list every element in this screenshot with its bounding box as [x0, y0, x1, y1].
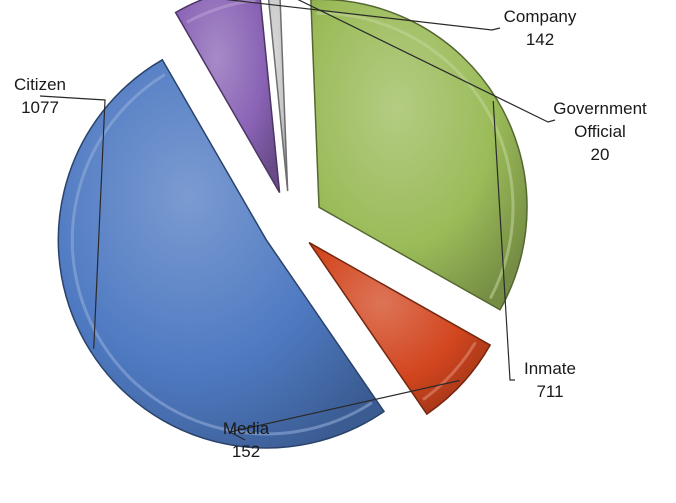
slice-label-government-official: Government Official 20 — [553, 99, 647, 164]
leader-line-citizen — [39, 95, 106, 349]
slice-value-media: 152 — [232, 442, 260, 461]
slice-value-inmate: 711 — [536, 382, 563, 401]
slice-category-citizen: Citizen — [14, 75, 66, 94]
pie-slice-company — [174, 0, 281, 194]
leader-line-media — [228, 379, 460, 441]
slice-label-company: Company 142 — [504, 7, 577, 49]
slice-label-inmate: Inmate 711 — [524, 359, 576, 401]
leader-line-company — [225, 0, 501, 31]
slice-category-government-official: Official — [574, 122, 626, 141]
labels-layer: Company 142 Government Official 20 Inmate 711 M… — [14, 0, 647, 461]
slice-category-media: Media — [223, 419, 270, 438]
pie-slice-media — [308, 241, 492, 416]
pie-slice-citizen — [57, 58, 386, 449]
slice-label-citizen: Citizen 1077 — [14, 75, 66, 117]
slice-value-citizen: 1077 — [21, 98, 59, 117]
leader-line-government-official — [297, 0, 556, 123]
slice-label-media: Media 152 — [223, 419, 270, 461]
slice-category-government-official: Government — [553, 99, 647, 118]
pie-slice-bevel-company — [186, 0, 256, 24]
pie-slice-bevel-citizen — [70, 73, 373, 436]
leader-line-inmate — [492, 101, 515, 381]
slice-value-government-official: 20 — [591, 145, 610, 164]
slices-layer — [57, 0, 528, 449]
slice-category-company: Company — [504, 7, 577, 26]
slice-category-inmate: Inmate — [524, 359, 576, 378]
pie-slice-bevel-media — [422, 341, 477, 401]
slice-value-company: 142 — [526, 30, 554, 49]
pie-slice-government-official — [267, 0, 289, 192]
pie-slice-inmate — [310, 0, 528, 311]
pie-slice-bevel-inmate — [316, 11, 515, 300]
